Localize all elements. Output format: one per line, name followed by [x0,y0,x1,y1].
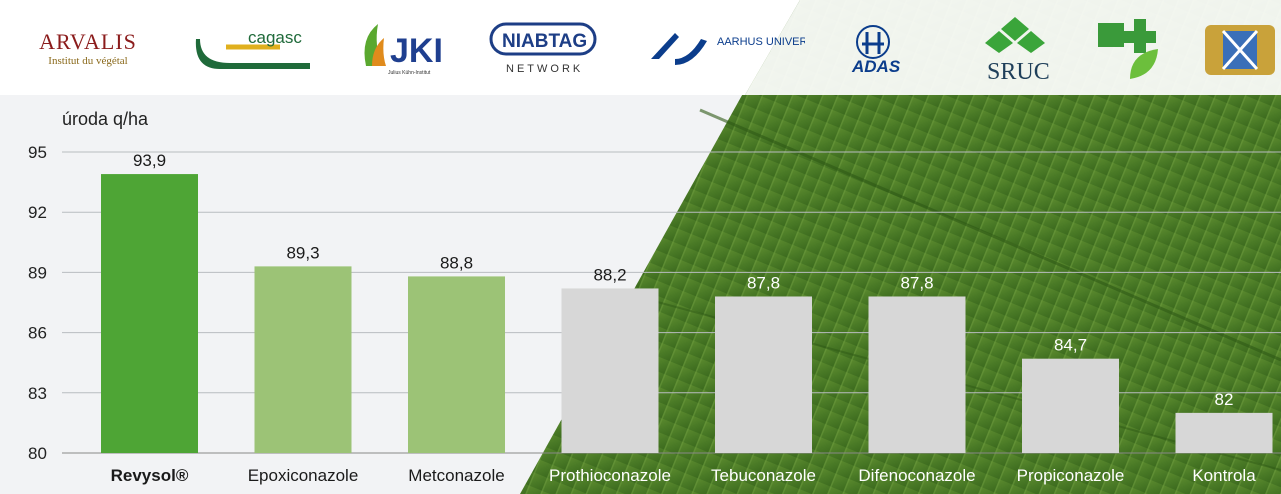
svg-text:SRUC: SRUC [987,59,1050,83]
svg-text:cagasc: cagasc [248,28,302,47]
bar-5 [868,296,966,453]
svg-text:NIABTAG: NIABTAG [502,31,587,52]
y-tick-label: 92 [28,203,47,222]
value-label: 82 [1215,390,1234,409]
bar-6 [1022,358,1119,453]
aarhus-mark-icon: AARHUS UNIVERSITY [651,33,805,65]
svg-text:AARHUS UNIVERSITY: AARHUS UNIVERSITY [717,36,805,48]
bar-4 [715,296,812,453]
ministry-leaf-logo [1090,6,1170,90]
category-label: Epoxiconazole [248,466,359,485]
jki-mark-icon: JKI Julius Kühn-Institut [364,24,443,76]
category-labels: Revysol® Epoxiconazole Metconazole Prothioc… [111,466,1257,485]
svg-text:Julius Kühn-Institut: Julius Kühn-Institut [388,70,431,76]
category-label: Difenoconazole [858,466,975,485]
category-label: Tebuconazole [711,466,816,485]
bars [101,174,1273,453]
adas-logo: ADAS [840,6,906,90]
y-tick-label: 80 [28,444,47,463]
value-label: 84,7 [1054,336,1087,355]
bar-1 [254,266,352,453]
sruc-mark-icon: SRUC [985,17,1050,83]
category-label: Propiconazole [1017,466,1125,485]
y-axis-ticks: 80 83 86 89 92 95 [28,143,47,463]
bavaria-coat-of-arms [1195,6,1281,90]
bar-0 [101,174,198,453]
niabtag-mark-icon: NIABTAG NETWORK [489,22,597,75]
aarhus-university-logo: AARHUS UNIVERSITY [645,6,805,90]
jki-logo: JKI Julius Kühn-Institut [358,6,463,90]
bar-3 [561,288,659,453]
teagasc-logo: cagasc [190,6,320,90]
value-label: 88,8 [440,253,473,272]
leaf-cross-icon [1098,19,1158,79]
category-label: Kontrola [1192,466,1256,485]
value-label: 88,2 [593,265,626,284]
svg-text:ADAS: ADAS [851,57,901,76]
y-tick-label: 95 [28,143,47,162]
value-labels: 93,9 89,3 88,8 88,2 87,8 87,8 84,7 82 [133,151,1234,409]
category-label: Revysol® [111,466,189,485]
y-tick-label: 83 [28,384,47,403]
svg-text:NETWORK: NETWORK [506,63,583,75]
y-tick-label: 89 [28,263,47,282]
y-axis-label: úroda q/ha [62,109,149,129]
value-label: 87,8 [900,273,933,292]
bar-2 [408,276,505,453]
value-label: 87,8 [747,273,780,292]
value-label: 89,3 [286,243,319,262]
coat-of-arms-icon [1205,25,1275,75]
arvalis-logo: ARVALIS Institut du végétal [39,29,137,67]
bar-7 [1175,412,1273,453]
yield-bar-chart: úroda q/ha 80 83 86 89 92 95 93,9 89,3 88,8 88,2… [28,109,1281,485]
adas-mark-icon: ADAS [851,25,901,76]
sruc-logo: SRUC [975,6,1055,90]
svg-text:JKI: JKI [390,32,443,70]
category-label: Metconazole [408,466,504,485]
y-tick-label: 86 [28,324,47,343]
niabtag-logo: NIABTAG NETWORK [488,6,600,90]
partner-logo-bar: ARVALIS Institut du végétal cagasc JKI J… [0,0,1281,95]
teagasc-mark-icon: cagasc [195,28,310,69]
value-label: 93,9 [133,151,166,170]
category-label: Prothioconazole [549,466,671,485]
